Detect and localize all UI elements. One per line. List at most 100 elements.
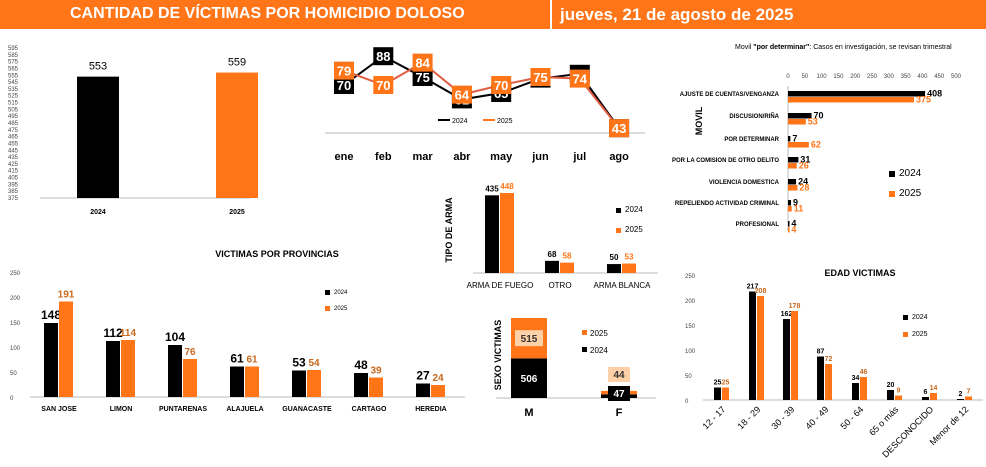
data-label: 162	[781, 311, 793, 318]
bar-2025	[121, 340, 135, 397]
bar-2025	[895, 395, 902, 400]
x-tick-label: 250	[867, 74, 878, 80]
data-label: 408	[927, 89, 942, 99]
page-title: CANTIDAD DE VÍCTIMAS POR HOMICIDIO DOLOS…	[70, 5, 465, 22]
x-tick-label: 450	[934, 74, 945, 80]
y-tick-label: 565	[8, 66, 19, 72]
bar-2025	[788, 206, 792, 212]
victim-sex-chart: SEXO VICTIMAS M F 506 515 47 44 2025 2024	[493, 318, 656, 419]
data-label-box	[608, 386, 630, 401]
data-label: 70	[376, 78, 390, 93]
data-label: 208	[755, 288, 767, 295]
legend-2024-label: 2024	[625, 205, 643, 214]
data-label: 28	[799, 183, 809, 193]
bar-2024	[44, 323, 58, 397]
legend-2025-swatch	[325, 306, 330, 311]
data-label: 25	[714, 380, 722, 387]
y-tick-label: 200	[10, 296, 21, 302]
legend-2025-swatch	[889, 191, 895, 197]
legend-2025-label: 2025	[625, 225, 643, 234]
point-marker-2025	[530, 68, 551, 86]
y-tick-label: 445	[8, 148, 19, 154]
bar-2025	[307, 370, 321, 397]
data-label: 24	[432, 373, 444, 384]
bar-2025	[825, 364, 832, 400]
y-tick-label: 435	[8, 155, 19, 161]
legend-2024-label: 2024	[899, 168, 922, 179]
data-label: 76	[184, 347, 196, 358]
x-tick-label: feb	[375, 151, 392, 163]
x-tick-label: HEREDIA	[415, 406, 447, 413]
data-label: 34	[852, 375, 860, 382]
y-tick-label: 465	[8, 135, 19, 141]
legend-2025-swatch	[616, 228, 621, 233]
bar-2025	[788, 163, 797, 169]
data-label: 75	[533, 70, 547, 85]
y-tick-label: 0	[10, 396, 14, 402]
x-tick-label: 50	[801, 74, 808, 80]
data-label: 88	[376, 49, 390, 64]
data-label: 6	[924, 389, 928, 396]
total-victims-chart: 5955855755655555455355255155054954854754…	[8, 46, 258, 216]
data-label: 25	[722, 380, 730, 387]
y-tick-label: 50	[685, 374, 692, 380]
x-tick-label: CARTAGO	[352, 406, 387, 413]
data-label: 112	[103, 326, 123, 340]
bar-2024	[783, 319, 790, 400]
x-tick-label: 500	[951, 74, 962, 80]
point-marker-2024	[334, 76, 354, 94]
x-tick-label: 2025	[229, 209, 245, 216]
data-label: 70	[494, 78, 508, 93]
category-label: AJUSTE DE CUENTAS/VENGANZA	[680, 92, 780, 98]
point-marker-2024	[412, 68, 433, 86]
data-label: 70	[814, 111, 824, 121]
y-tick-label: 100	[10, 346, 21, 352]
category-label: PROFESIONAL	[736, 222, 780, 228]
x-tick-label: ARMA BLANCA	[594, 281, 652, 290]
data-label: 4	[791, 219, 796, 229]
chart-title: Movil "por determinar": Casos en investi…	[735, 44, 952, 51]
bar-2024	[788, 91, 926, 97]
category-label: POR DETERMINAR	[724, 137, 779, 143]
legend-2024-label: 2024	[590, 346, 608, 355]
x-tick-label: 0	[786, 74, 790, 80]
data-label: 191	[58, 290, 75, 301]
bar-2025	[757, 296, 764, 400]
point-marker-2025	[373, 76, 394, 94]
bar-2024	[416, 383, 430, 397]
x-tick-label: GUANACASTE	[282, 406, 332, 413]
bar-2024	[354, 373, 368, 397]
bar-2024	[292, 370, 306, 397]
legend-2024-swatch	[616, 208, 621, 213]
y-tick-label: 150	[10, 321, 21, 327]
legend-2025-swatch	[582, 330, 587, 335]
data-label: 24	[798, 177, 808, 187]
bar-2025	[183, 359, 197, 397]
data-label: 74	[573, 72, 588, 87]
x-tick-label: 350	[901, 74, 912, 80]
bar-2025	[788, 227, 790, 233]
y-tick-label: 525	[8, 94, 19, 100]
x-tick-label: 40 - 49	[804, 404, 831, 431]
bar-2025	[500, 193, 514, 273]
data-label: 53	[292, 356, 306, 370]
x-tick-label: PUNTARENAS	[159, 406, 207, 413]
bar-2025	[560, 262, 574, 273]
y-axis-label: MOVIL	[694, 106, 704, 135]
legend-2024-label: 2024	[452, 118, 468, 125]
data-label: 114	[120, 328, 137, 339]
data-label: 553	[89, 61, 107, 73]
legend-2024-swatch	[889, 171, 895, 177]
point-marker-2025	[609, 119, 630, 138]
x-tick-label: 18 - 29	[736, 404, 763, 431]
y-tick-label: 475	[8, 128, 19, 134]
y-axis-label: TIPO DE ARMA	[444, 197, 454, 263]
movil-chart: Movil "por determinar": Casos en investi…	[672, 44, 962, 235]
data-label-box	[608, 367, 630, 382]
bar-2025	[788, 119, 806, 125]
y-tick-label: 395	[8, 182, 19, 188]
x-tick-label: jul	[572, 151, 586, 163]
report-date: jueves, 21 de agosto de 2025	[560, 5, 794, 24]
bar-2024	[607, 264, 621, 273]
bar-2025	[622, 263, 636, 273]
